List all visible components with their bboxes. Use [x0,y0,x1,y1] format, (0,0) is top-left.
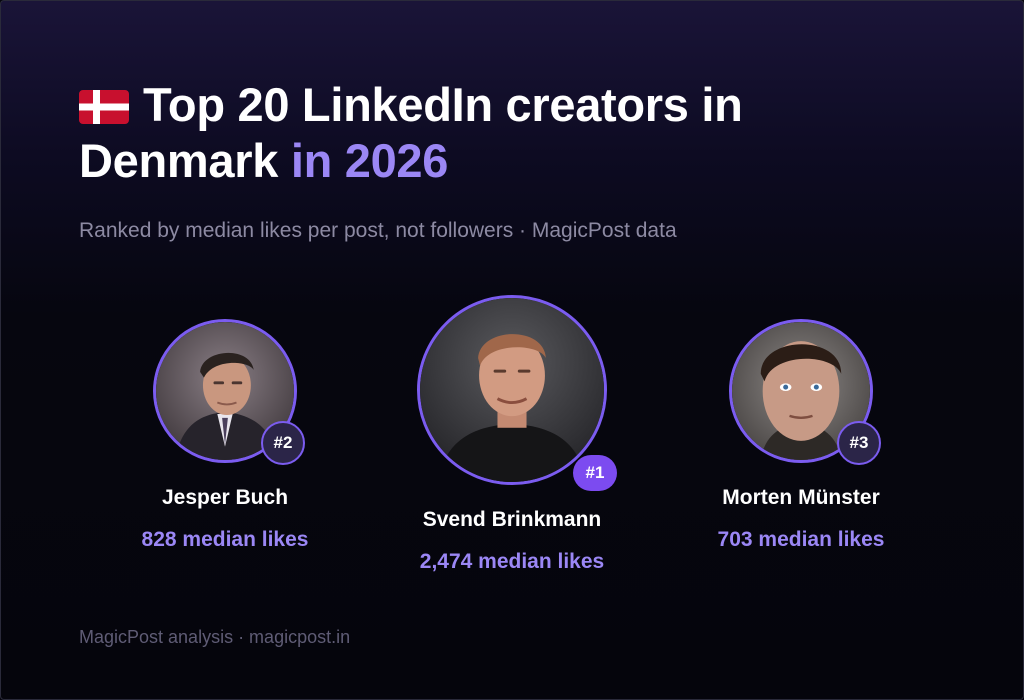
creator-name: Svend Brinkmann [422,508,602,531]
creator-card-rank-2[interactable]: #2 Jesper Buch 828 median likes [95,319,355,553]
title-main: Top 20 LinkedIn creators in Denmark [79,78,743,187]
title-accent: in 2026 [290,134,449,187]
denmark-flag-icon [79,90,129,124]
avatar-image [156,322,294,460]
footer-source: MagicPost analysis · magicpost.in [79,627,351,647]
rank-badge: #2 [261,421,305,465]
avatar-wrap: #2 [153,319,305,465]
avatar-image [420,298,604,482]
rank-badge: #1 [573,455,617,491]
creator-median-likes: 703 median likes [717,528,885,551]
rank-badge: #3 [837,421,881,465]
creator-median-likes: 2,474 median likes [419,550,605,573]
creator-card-rank-1[interactable]: #1 Svend Brinkmann 2,474 median likes [382,295,642,575]
avatar[interactable] [153,319,297,463]
avatar[interactable] [417,295,607,485]
subtitle: Ranked by median likes per post, not fol… [79,219,677,242]
avatar-wrap: #1 [417,295,617,491]
page-title: Top 20 LinkedIn creators in Denmark in 2… [79,77,879,189]
avatar-wrap: #3 [729,319,881,465]
creator-name: Jesper Buch [161,486,289,509]
creator-median-likes: 828 median likes [141,528,309,551]
creator-name: Morten Münster [722,486,880,509]
creator-card-rank-3[interactable]: #3 Morten Münster 703 median likes [671,319,931,553]
